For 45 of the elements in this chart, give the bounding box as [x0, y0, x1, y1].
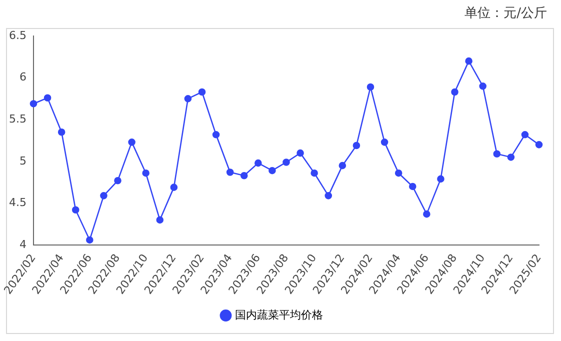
point	[184, 95, 192, 102]
point	[156, 216, 164, 224]
point	[86, 236, 94, 244]
point	[394, 169, 402, 177]
point	[493, 150, 501, 158]
point	[437, 175, 444, 183]
point	[535, 141, 543, 148]
point	[44, 94, 52, 102]
point	[465, 57, 472, 65]
point	[310, 169, 318, 177]
point	[114, 176, 122, 184]
point	[324, 192, 332, 200]
point	[479, 82, 486, 90]
point	[423, 210, 430, 218]
point	[282, 158, 290, 166]
point	[198, 88, 206, 96]
y-tick-label: 4	[19, 238, 26, 251]
point	[212, 130, 220, 138]
point	[380, 138, 388, 146]
point	[366, 83, 374, 91]
y-tick-label: 5.5	[8, 112, 26, 126]
point	[451, 88, 458, 96]
point	[408, 182, 416, 190]
point	[240, 172, 248, 180]
point	[58, 128, 66, 136]
point	[268, 166, 276, 174]
point	[100, 192, 108, 200]
y-tick-label: 4.5	[8, 196, 26, 210]
y-tick-label: 6.5	[8, 28, 26, 42]
legend-label: 国内蔬菜平均价格	[234, 308, 323, 322]
point	[521, 130, 529, 138]
point	[72, 206, 80, 214]
point	[142, 169, 150, 177]
text: 单位：元/公斤	[464, 5, 547, 22]
point	[128, 138, 136, 146]
y-tick-label: 6	[19, 70, 26, 84]
point	[170, 184, 178, 191]
point	[254, 159, 262, 167]
point	[296, 149, 304, 157]
point	[352, 142, 360, 150]
point	[30, 100, 38, 108]
y-tick-label: 5	[19, 154, 26, 168]
point	[338, 162, 346, 170]
point	[507, 154, 515, 161]
point	[226, 168, 234, 176]
